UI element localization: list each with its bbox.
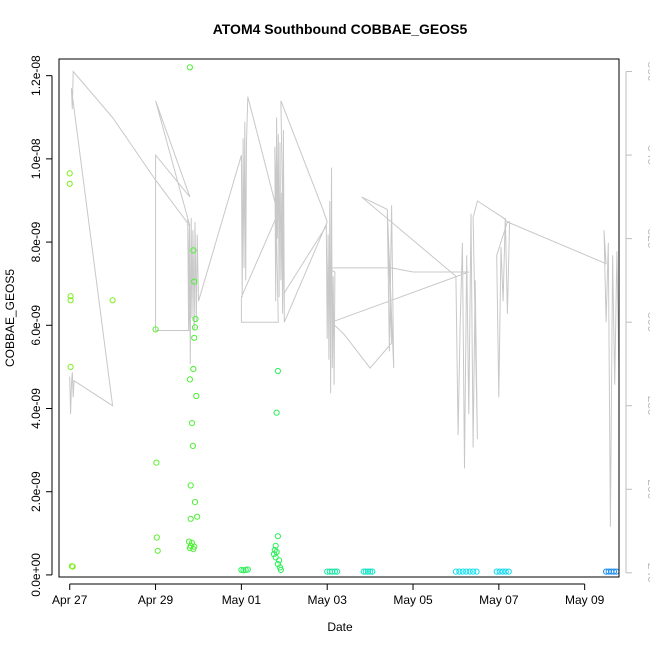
data-point bbox=[272, 554, 279, 561]
data-point bbox=[187, 515, 194, 522]
data-point bbox=[277, 566, 284, 574]
data-point bbox=[67, 363, 74, 370]
data-point bbox=[364, 568, 372, 575]
data-point bbox=[505, 568, 512, 575]
data-point bbox=[190, 247, 197, 254]
data-point bbox=[67, 297, 74, 304]
data-point bbox=[186, 376, 193, 383]
data-point bbox=[360, 568, 367, 575]
data-point bbox=[109, 297, 116, 304]
data-point bbox=[152, 326, 159, 333]
data-point bbox=[456, 568, 463, 575]
y2-tick-label: 360 bbox=[645, 62, 650, 82]
line-series bbox=[69, 70, 620, 527]
data-point bbox=[191, 499, 199, 506]
y2-tick-label: 280 bbox=[645, 396, 650, 416]
data-point bbox=[66, 170, 73, 177]
y-tick-label: 8.0e-09 bbox=[29, 221, 43, 262]
data-point bbox=[194, 513, 201, 520]
data-point bbox=[493, 568, 500, 575]
data-point bbox=[276, 557, 283, 564]
data-point bbox=[186, 64, 193, 71]
data-point bbox=[496, 568, 503, 575]
data-point bbox=[367, 568, 374, 575]
data-point bbox=[186, 544, 193, 552]
y2-tick-label: 300 bbox=[645, 312, 650, 332]
data-point bbox=[271, 546, 278, 554]
data-point bbox=[274, 367, 281, 375]
x-axis-label: Date bbox=[327, 620, 353, 634]
scatter-points-layer bbox=[66, 64, 620, 575]
data-point bbox=[470, 568, 477, 575]
data-point bbox=[459, 568, 466, 575]
data-point bbox=[193, 392, 200, 400]
data-point bbox=[466, 568, 473, 575]
x-tick-label: Apr 29 bbox=[138, 593, 174, 607]
y2-tick-label: 340 bbox=[645, 145, 650, 165]
data-point bbox=[499, 568, 506, 575]
data-point bbox=[190, 365, 197, 373]
y-tick-label: 6.0e-09 bbox=[29, 305, 43, 346]
data-point bbox=[272, 542, 279, 549]
data-point bbox=[66, 180, 73, 187]
y-tick-label: 1.0e-08 bbox=[29, 138, 43, 179]
data-point bbox=[240, 567, 247, 574]
axes-layer: Apr 27 Apr 29 May 01 May 03 May 05 May 07 May … bbox=[29, 55, 650, 607]
data-point bbox=[191, 278, 198, 285]
data-point bbox=[331, 568, 338, 575]
y2-tick-label: 260 bbox=[645, 479, 650, 499]
x-tick-label: May 03 bbox=[308, 593, 348, 607]
x-tick-label: May 09 bbox=[565, 593, 605, 607]
data-point bbox=[452, 568, 459, 575]
y-axis-label: COBBAE_GEOS5 bbox=[3, 269, 17, 367]
plot-frame bbox=[58, 58, 620, 578]
data-point bbox=[502, 568, 509, 575]
data-point bbox=[274, 533, 281, 540]
data-point bbox=[187, 482, 194, 489]
data-point bbox=[362, 568, 369, 575]
y-tick-label: 4.0e-09 bbox=[29, 388, 43, 429]
data-point bbox=[473, 568, 480, 575]
data-point bbox=[154, 547, 161, 554]
data-point bbox=[153, 459, 160, 466]
data-point bbox=[463, 568, 470, 575]
x-tick-label: Apr 27 bbox=[52, 593, 88, 607]
data-point bbox=[334, 568, 341, 575]
data-point bbox=[191, 324, 199, 331]
y2-tick-label: 240 bbox=[645, 563, 650, 583]
x-tick-label: May 07 bbox=[479, 593, 519, 607]
data-point bbox=[191, 334, 198, 341]
data-point bbox=[369, 568, 376, 575]
data-point bbox=[188, 420, 196, 427]
data-point bbox=[192, 315, 199, 323]
data-point bbox=[273, 409, 280, 416]
data-point bbox=[190, 546, 197, 553]
data-point bbox=[67, 293, 74, 300]
y-tick-label: 1.2e-08 bbox=[29, 55, 43, 96]
data-point bbox=[244, 566, 251, 573]
data-point bbox=[610, 568, 618, 575]
x-tick-label: May 01 bbox=[222, 593, 262, 607]
data-point bbox=[270, 551, 278, 558]
data-point bbox=[69, 563, 76, 570]
y-tick-label: 0.0e+00 bbox=[29, 553, 43, 597]
data-point bbox=[189, 442, 196, 449]
chart-title: ATOM4 Southbound COBBAE_GEOS5 bbox=[213, 21, 468, 37]
y2-tick-label: 320 bbox=[645, 229, 650, 249]
data-point bbox=[153, 534, 160, 541]
y-tick-label: 2.0e-09 bbox=[29, 471, 43, 512]
line-series-layer bbox=[69, 70, 620, 527]
x-tick-label: May 05 bbox=[393, 593, 433, 607]
